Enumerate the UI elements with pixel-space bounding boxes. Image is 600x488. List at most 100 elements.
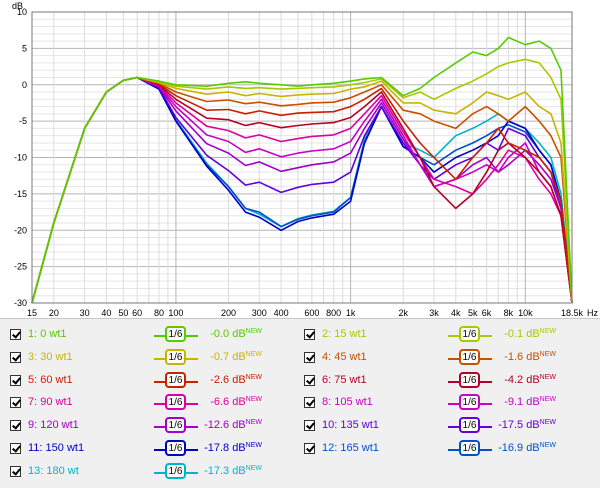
y-tick-label: -15 — [14, 189, 27, 199]
y-tick-label: 0 — [22, 80, 27, 90]
smoothing-button[interactable]: 1/6 — [459, 440, 480, 456]
legend-item: 3: 30 wt1 1/6 -0.7 dBNEW — [10, 348, 300, 370]
legend-value-text: -1.6 dB — [504, 350, 540, 363]
legend-value-text: -0.7 dB — [210, 350, 246, 363]
x-tick-label: 200 — [221, 308, 236, 318]
legend-value: -17.8 dBNEW — [202, 442, 262, 454]
x-tick-label: 10k — [518, 308, 533, 318]
legend-checkbox[interactable] — [304, 443, 315, 454]
legend-tag: NEW — [245, 464, 262, 472]
legend-item: 1: 0 wt1 1/6 -0.0 dBNEW — [10, 325, 300, 347]
x-tick-label: 8k — [504, 308, 514, 318]
legend-checkbox[interactable] — [10, 420, 21, 432]
smoothing-button[interactable]: 1/6 — [459, 417, 480, 434]
x-tick-label: 100 — [168, 308, 183, 318]
legend-label: 4: 45 wt1 — [322, 350, 367, 363]
legend-tag: NEW — [245, 396, 262, 404]
legend-label: 5: 60 wt1 — [28, 373, 73, 386]
legend-checkbox[interactable] — [10, 443, 21, 454]
chart-series-group — [31, 36, 573, 304]
x-tick-label: 300 — [252, 308, 267, 318]
legend-checkbox[interactable] — [10, 329, 21, 340]
legend-tag: NEW — [245, 442, 262, 449]
legend-item: 13: 180 wt 1/6 -17.3 dBNEW — [10, 462, 300, 484]
smoothing-button[interactable]: 1/6 — [459, 348, 480, 365]
legend-tag: NEW — [539, 328, 556, 335]
legend-label: 7: 90 wt1 — [28, 396, 73, 409]
legend-label: 3: 30 wt1 — [28, 350, 73, 363]
legend-value-text: -4.2 dB — [504, 373, 540, 386]
y-unit-label: dB — [12, 1, 23, 11]
legend-checkbox[interactable] — [10, 397, 21, 409]
smoothing-button[interactable]: 1/6 — [165, 394, 186, 411]
smoothing-button[interactable]: 1/6 — [459, 371, 480, 388]
smoothing-button[interactable]: 1/6 — [165, 440, 186, 456]
y-tick-label: 5 — [22, 43, 27, 53]
legend-tag: NEW — [245, 328, 262, 335]
legend-label: 9: 120 wt1 — [28, 419, 79, 432]
legend-checkbox[interactable] — [304, 374, 315, 386]
legend-tag: NEW — [539, 396, 556, 404]
legend-value: -6.6 dBNEW — [202, 396, 262, 408]
legend-value: -0.1 dBNEW — [496, 328, 556, 340]
legend-value: -0.0 dBNEW — [202, 328, 262, 340]
smoothing-button[interactable]: 1/6 — [459, 394, 480, 411]
x-tick-label: 6k — [482, 308, 492, 318]
legend-value-text: -16.9 dB — [498, 442, 540, 454]
legend-value-text: -2.6 dB — [210, 373, 246, 386]
legend-item: 8: 105 wt1 1/6 -9.1 dBNEW — [304, 393, 594, 415]
x-tick-label: 600 — [304, 308, 319, 318]
legend-panel: 1: 0 wt1 1/6 -0.0 dBNEW 2: 15 wt1 1/6 -0.1 dB… — [0, 318, 600, 488]
legend-value: -17.5 dBNEW — [496, 419, 556, 431]
smoothing-button[interactable]: 1/6 — [459, 326, 480, 342]
x-tick-label: 18.5k — [561, 308, 584, 318]
x-tick-label: 20 — [49, 308, 59, 318]
legend-value: -16.9 dBNEW — [496, 442, 556, 454]
smoothing-button[interactable]: 1/6 — [165, 462, 186, 479]
x-tick-label: 800 — [326, 308, 341, 318]
legend-tag: NEW — [245, 419, 262, 427]
legend-checkbox[interactable] — [304, 351, 315, 363]
legend-tag: NEW — [245, 350, 262, 358]
x-tick-label: 1k — [346, 308, 356, 318]
legend-value-text: -17.3 dB — [204, 464, 246, 477]
legend-value: -1.6 dBNEW — [496, 351, 556, 363]
smoothing-button[interactable]: 1/6 — [165, 371, 186, 388]
chart-grid — [32, 11, 572, 304]
legend-tag: NEW — [539, 419, 556, 427]
legend-value: -12.6 dBNEW — [202, 419, 262, 431]
legend-value-text: -0.1 dB — [504, 328, 540, 340]
legend-label: 13: 180 wt — [28, 464, 79, 477]
y-tick-label: -25 — [14, 262, 27, 272]
y-tick-label: -20 — [14, 225, 27, 235]
legend-item: 12: 165 wt1 1/6 -16.9 dBNEW — [304, 439, 594, 461]
legend-checkbox[interactable] — [10, 374, 21, 386]
legend-checkbox[interactable] — [304, 420, 315, 432]
legend-checkbox[interactable] — [304, 329, 315, 340]
legend-item: 7: 90 wt1 1/6 -6.6 dBNEW — [10, 393, 300, 415]
x-tick-labels: 15 20 30 40 50 60 80 100 200 300 400 600 800 1k 2k 3k 4k… — [27, 308, 584, 318]
legend-value: -17.3 dBNEW — [202, 465, 262, 477]
smoothing-button[interactable]: 1/6 — [165, 348, 186, 365]
legend-label: 2: 15 wt1 — [322, 328, 367, 340]
legend-tag: NEW — [245, 373, 262, 381]
y-tick-label: -5 — [19, 116, 27, 126]
legend-value-text: -6.6 dB — [210, 396, 246, 409]
legend-checkbox[interactable] — [304, 397, 315, 409]
legend-label: 12: 165 wt1 — [322, 442, 379, 454]
x-tick-label: 15 — [27, 308, 37, 318]
x-tick-label: 400 — [274, 308, 289, 318]
legend-label: 6: 75 wt1 — [322, 373, 367, 386]
smoothing-button[interactable]: 1/6 — [165, 417, 186, 434]
smoothing-button[interactable]: 1/6 — [165, 326, 186, 342]
legend-checkbox[interactable] — [10, 351, 21, 363]
legend-tag: NEW — [539, 373, 556, 381]
legend-tag: NEW — [539, 442, 556, 449]
legend-label: 1: 0 wt1 — [28, 328, 67, 340]
series-line — [31, 36, 573, 304]
legend-checkbox[interactable] — [10, 465, 21, 477]
legend-value: -0.7 dBNEW — [202, 351, 262, 363]
x-tick-label: 3k — [429, 308, 439, 318]
legend-item: 6: 75 wt1 1/6 -4.2 dBNEW — [304, 371, 594, 393]
legend-item: 9: 120 wt1 1/6 -12.6 dBNEW — [10, 416, 300, 438]
